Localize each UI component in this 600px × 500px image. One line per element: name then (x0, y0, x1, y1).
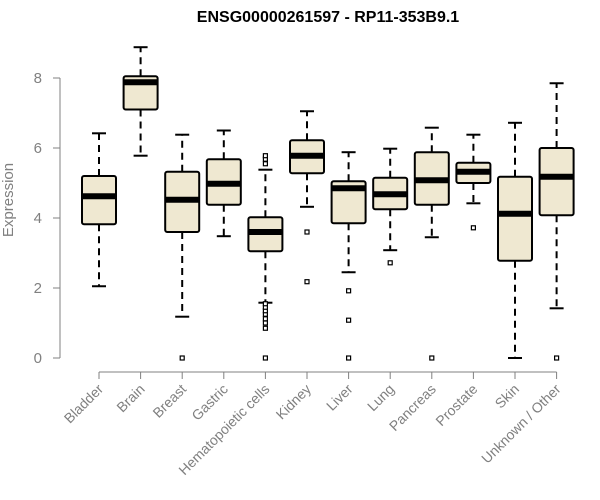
box (497, 175, 533, 262)
box (330, 180, 367, 225)
x-tick-label: Skin (492, 381, 523, 412)
chart-title: ENSG00000261597 - RP11-353B9.1 (197, 9, 460, 26)
outlier-point (553, 355, 560, 361)
x-tick-label: Liver (323, 381, 356, 414)
outlier-point (262, 153, 268, 159)
y-axis-label: Expression (0, 163, 17, 237)
x-tick-label: Unknown / Other (478, 381, 564, 467)
outlier-point (262, 320, 268, 326)
outlier-point (429, 355, 435, 361)
y-axis: 0 2 4 6 8 (34, 70, 61, 367)
box-group (330, 151, 367, 361)
outlier-point (387, 260, 393, 266)
y-tick-label: 4 (34, 210, 42, 227)
outlier-point (262, 301, 268, 307)
outlier-point (304, 229, 310, 235)
box-group (413, 126, 450, 361)
x-tick-label: Brain (113, 381, 147, 415)
outlier-point (262, 316, 268, 322)
box (538, 147, 575, 217)
outlier-point (179, 355, 185, 361)
outlier-point (262, 325, 268, 331)
box-group (122, 46, 159, 157)
outlier-point (262, 355, 268, 361)
box-group (247, 153, 284, 361)
box-group (164, 133, 201, 361)
box (81, 175, 117, 226)
box-group (205, 129, 242, 238)
x-tick-label: Lung (364, 381, 397, 414)
boxes-layer (81, 46, 575, 361)
x-tick-label: Prostate (432, 381, 480, 429)
outlier-point (346, 288, 352, 294)
box-group (455, 133, 492, 231)
y-tick-label: 6 (34, 140, 42, 157)
box-group (497, 121, 533, 359)
box-group (538, 82, 575, 361)
box-group (372, 147, 409, 266)
x-tick-label: Bladder (61, 381, 107, 427)
box-group (81, 132, 117, 288)
y-tick-label: 0 (34, 350, 42, 367)
box-group (289, 110, 325, 285)
y-tick-label: 2 (34, 280, 42, 297)
outlier-point (346, 355, 352, 361)
outlier-point (346, 317, 352, 323)
y-tick-label: 8 (34, 70, 42, 87)
outlier-point (262, 161, 268, 167)
outlier-point (470, 225, 476, 231)
outlier-point (304, 279, 310, 285)
x-tick-label: Breast (149, 381, 189, 421)
x-tick-label: Kidney (273, 381, 315, 423)
